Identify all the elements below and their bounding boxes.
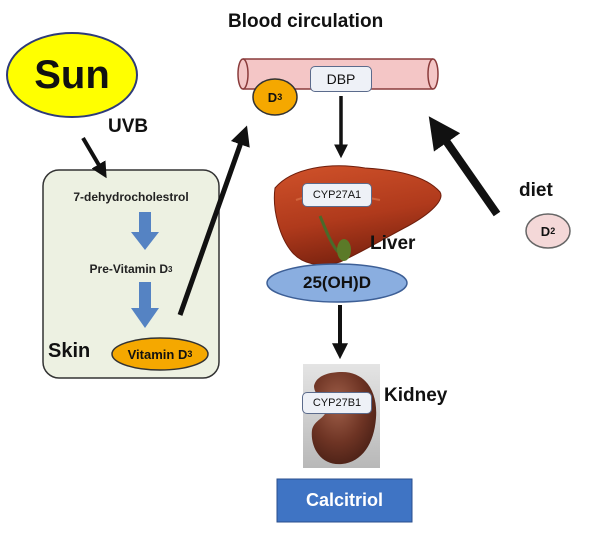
- skin-box: [42, 169, 220, 379]
- uvb-label: UVB: [108, 116, 149, 137]
- metabolite-label: 25(OH)D: [302, 273, 371, 292]
- vitamin-d3-text: Vitamin D: [127, 346, 188, 362]
- vitamin-d3-sub: 3: [187, 349, 193, 359]
- blood-vessel-left-end: [237, 58, 249, 90]
- d2-sub: 2: [550, 226, 556, 236]
- sun-ellipse: [6, 32, 138, 118]
- kidney-illustration: [303, 364, 380, 468]
- liver-label: Liver: [370, 233, 416, 254]
- diagram-title: Blood circulation: [228, 11, 384, 32]
- calcitriol-box: [276, 478, 413, 523]
- skin-conversion-arrow-1: [131, 212, 159, 250]
- diet-label: diet: [519, 180, 553, 201]
- blood-vessel-right-end: [427, 58, 439, 90]
- sun-label: Sun: [34, 52, 110, 97]
- calcitriol-label: Calcitriol: [305, 490, 384, 510]
- d3-blood-sub: 3: [277, 92, 283, 102]
- metabolite-ellipse: [266, 263, 408, 303]
- skin-label: Skin: [48, 340, 91, 362]
- skin-precursor-label: 7-dehydrocholestrol: [73, 190, 189, 204]
- liver-enzyme-box: CYP27A1: [302, 183, 372, 207]
- skin-to-blood-arrow: [177, 125, 250, 316]
- skin-intermediate-text: Pre-Vitamin D: [89, 262, 168, 276]
- d3-blood-ellipse: [252, 78, 298, 116]
- skin-conversion-arrow-2: [131, 282, 159, 328]
- uvb-arrow: [81, 136, 107, 179]
- d2-text: D: [540, 223, 551, 239]
- skin-intermediate-sub: 3: [168, 264, 173, 274]
- liver-illustration: [273, 165, 442, 266]
- kidney-enzyme-box: CYP27B1: [302, 392, 372, 414]
- vitamin-d3-ellipse: [111, 337, 209, 371]
- diet-to-blood-arrow: [428, 116, 501, 217]
- dbp-box: DBP: [310, 66, 372, 92]
- kidney-label: Kidney: [384, 385, 448, 406]
- d3-blood-text: D: [267, 89, 278, 105]
- d2-ellipse: [525, 213, 571, 249]
